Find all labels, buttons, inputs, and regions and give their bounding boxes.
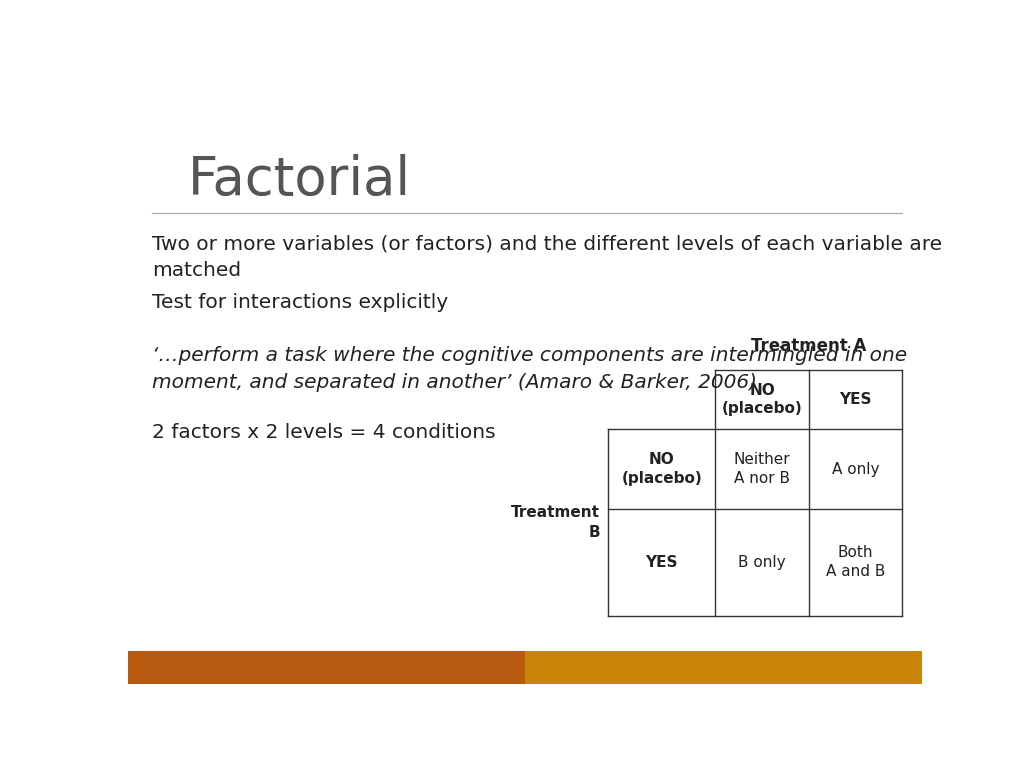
Text: Neither
A nor B: Neither A nor B (734, 452, 791, 486)
Bar (128, 651, 524, 684)
Text: Treatment A: Treatment A (751, 337, 866, 356)
Text: Both
A and B: Both A and B (825, 545, 885, 579)
Text: Two or more variables (or factors) and the different levels of each variable are: Two or more variables (or factors) and t… (152, 234, 942, 280)
Text: YES: YES (839, 392, 871, 407)
Text: B only: B only (738, 554, 785, 570)
Text: NO
(placebo): NO (placebo) (722, 383, 803, 416)
Text: Treatment
B: Treatment B (511, 505, 600, 540)
Bar (524, 651, 922, 684)
Text: YES: YES (645, 554, 678, 570)
Text: NO
(placebo): NO (placebo) (622, 452, 702, 486)
Text: A only: A only (831, 462, 879, 477)
Text: ‘…perform a task where the cognitive components are intermingled in one
moment, : ‘…perform a task where the cognitive com… (152, 346, 907, 392)
Text: 2 factors x 2 levels = 4 conditions: 2 factors x 2 levels = 4 conditions (152, 423, 496, 442)
Text: Factorial: Factorial (187, 154, 411, 207)
Text: Test for interactions explicitly: Test for interactions explicitly (152, 293, 447, 313)
